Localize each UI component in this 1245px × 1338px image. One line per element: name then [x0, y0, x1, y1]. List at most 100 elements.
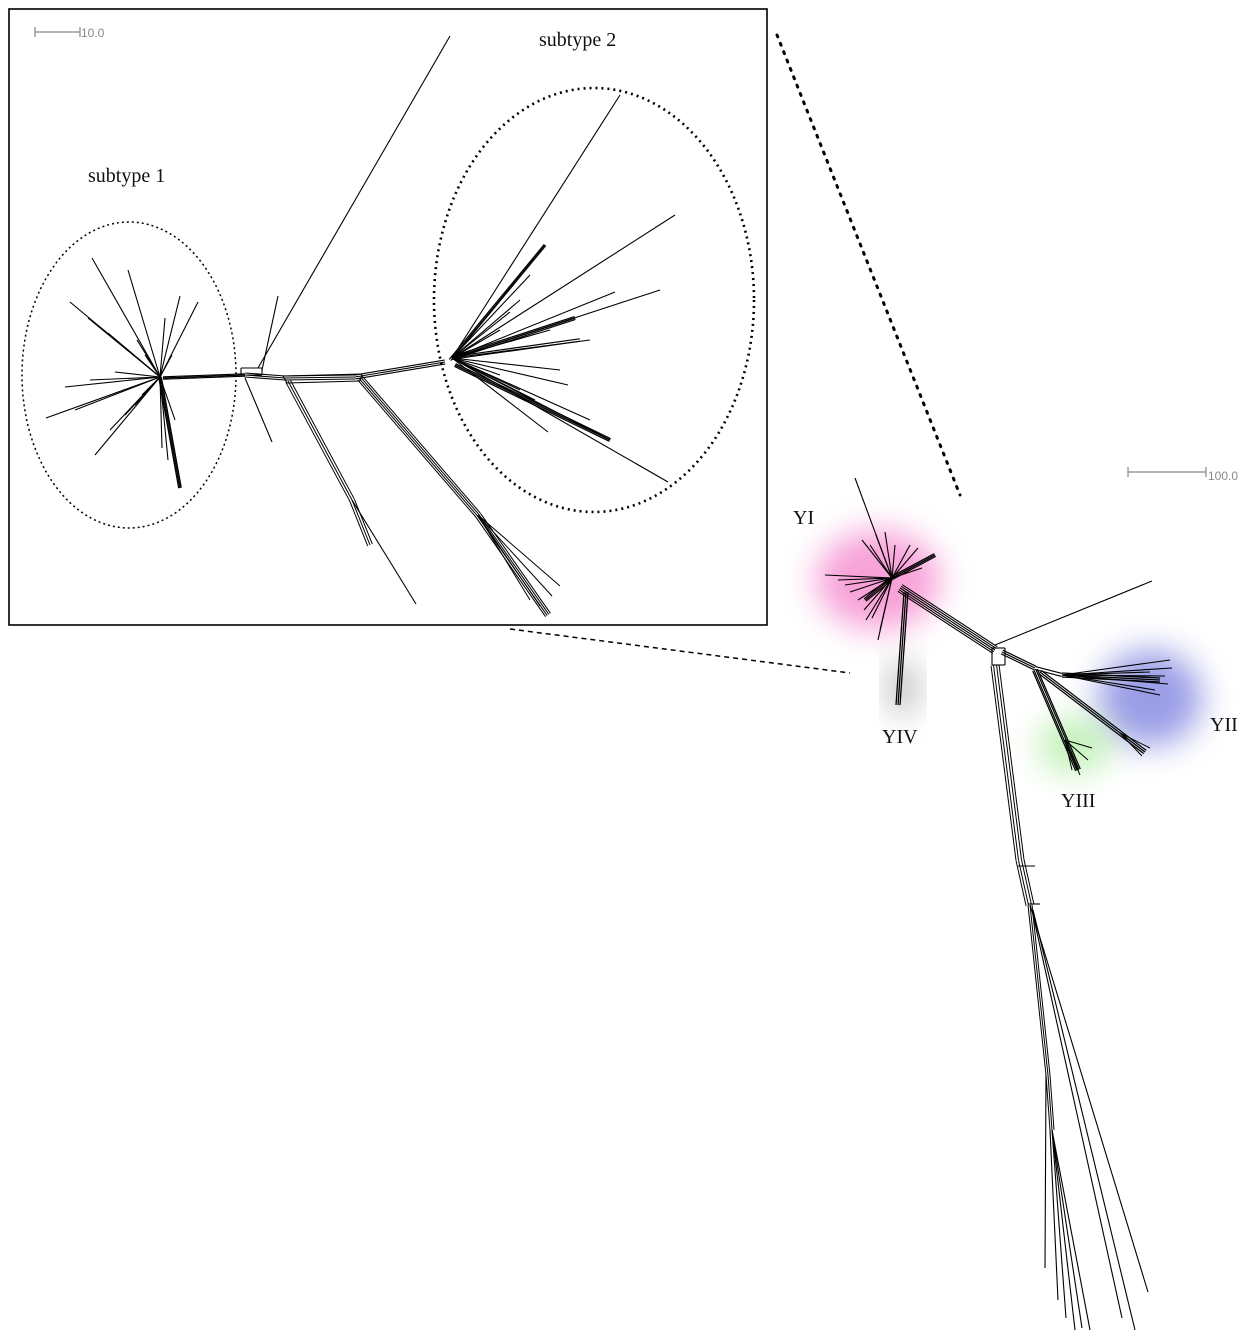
network-edge — [261, 295, 279, 371]
network-branch — [861, 539, 893, 579]
network-branch — [844, 577, 893, 586]
network-edge — [244, 377, 273, 443]
network-branch — [875, 534, 893, 579]
network-branch — [477, 514, 531, 601]
network-edge — [1049, 1074, 1055, 1130]
network-edge — [1045, 1075, 1051, 1131]
network-edge — [892, 555, 936, 580]
network-edge — [993, 665, 1020, 861]
network-branch — [451, 357, 591, 421]
network-branch — [451, 357, 569, 386]
network-branch — [849, 577, 893, 593]
network-edge — [478, 514, 550, 615]
network-branch — [74, 376, 161, 411]
network-edge — [357, 379, 477, 518]
main-network: 100.0 YI YII YIII YIV — [793, 467, 1238, 1331]
network-edge — [354, 361, 446, 378]
network-branch — [159, 295, 181, 378]
network-edge — [1033, 670, 1078, 771]
network-edge — [900, 585, 997, 649]
network-edge — [454, 364, 611, 441]
network-edge — [289, 379, 355, 500]
network-edge — [162, 374, 246, 379]
network-edge — [1027, 905, 1047, 1076]
network-edge — [1035, 665, 1063, 675]
network-branch — [1119, 732, 1143, 757]
network-edge — [355, 363, 446, 380]
network-edge — [864, 577, 893, 601]
network-branch — [451, 357, 561, 371]
network-branch — [1119, 732, 1151, 749]
group-label-yi: YI — [793, 507, 814, 529]
network-edge — [162, 373, 245, 378]
network-edge — [1051, 1129, 1083, 1329]
zoom-connector-top — [775, 33, 962, 497]
network-edge — [160, 376, 182, 488]
network-branch — [1064, 739, 1073, 771]
network-edge — [1002, 649, 1037, 667]
network-edge — [899, 592, 909, 706]
subtype1-label: subtype 1 — [88, 165, 165, 187]
group-label-yiii: YIII — [1061, 790, 1095, 812]
network-edge — [995, 664, 1022, 860]
yiv-halo — [891, 660, 915, 716]
network-branch — [451, 94, 621, 359]
inset-panel: 10.0 subtype 1 subtype 2 — [8, 8, 768, 626]
network-edge — [863, 576, 892, 600]
network-edge — [284, 376, 356, 379]
subtype2-label: subtype 2 — [539, 29, 616, 51]
network-edge — [1036, 668, 1081, 770]
network-edge — [897, 590, 994, 654]
network-branch — [1119, 732, 1146, 753]
network-edge — [351, 499, 417, 605]
network-branch — [1064, 739, 1089, 761]
network-branch — [884, 531, 893, 579]
network-branch — [877, 577, 893, 641]
network-edge — [899, 587, 996, 651]
network-edge — [1015, 860, 1027, 906]
network-edge — [452, 318, 576, 360]
network-edge — [360, 377, 480, 515]
network-branch — [1061, 659, 1171, 676]
network-edge — [351, 499, 371, 546]
network-edge — [287, 380, 353, 501]
network-branch — [865, 577, 893, 621]
network-branch — [891, 547, 919, 579]
network-edge — [1031, 909, 1123, 1319]
network-edge — [865, 578, 894, 602]
network-edge — [354, 359, 445, 376]
network-edge — [451, 317, 576, 359]
network-edge — [1044, 1074, 1047, 1269]
network-edge — [994, 580, 1153, 646]
network-edge — [358, 378, 478, 516]
network-edge — [1051, 1129, 1076, 1331]
network-edge — [158, 377, 180, 489]
network-edge — [1023, 859, 1035, 905]
network-edge — [454, 365, 610, 442]
network-edge — [451, 316, 575, 358]
network-branch — [107, 332, 161, 378]
network-edge — [1001, 651, 1036, 669]
network-edge — [891, 554, 936, 579]
network-edge — [1032, 909, 1136, 1331]
network-edge — [285, 381, 351, 502]
network-edge — [990, 665, 1017, 861]
network-branch — [159, 354, 173, 378]
network-branch — [89, 376, 161, 381]
network-edge — [282, 373, 363, 377]
network-edge — [285, 378, 356, 381]
zoom-connector-bottom — [509, 628, 851, 674]
network-edge — [286, 380, 361, 384]
network-branch — [451, 244, 546, 359]
network-edge — [901, 584, 998, 648]
network-edge — [1061, 674, 1161, 681]
network-branch — [477, 514, 553, 597]
network-edge — [353, 498, 373, 545]
network-edge — [1029, 904, 1049, 1076]
network-branch — [127, 269, 161, 378]
network-branch — [144, 354, 161, 378]
main-scale-label: 100.0 — [1208, 469, 1238, 483]
inset-scale-bar: 10.0 — [34, 26, 105, 40]
network-branch — [891, 544, 911, 579]
